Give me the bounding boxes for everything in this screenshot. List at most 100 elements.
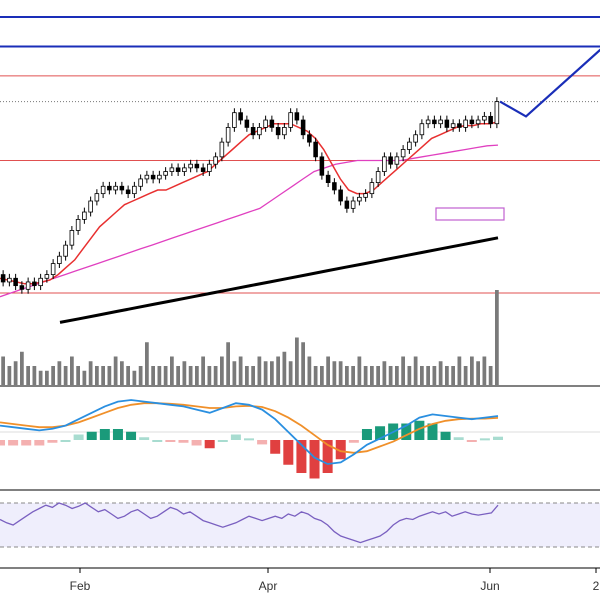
candle-body	[469, 119, 475, 125]
candle-body	[232, 112, 237, 128]
x-tick-label: 2	[593, 579, 600, 593]
volume-bar	[170, 356, 174, 385]
candle-body	[413, 134, 418, 143]
candle-body	[88, 200, 93, 213]
volume-bar	[345, 366, 349, 385]
volume-bar	[413, 356, 418, 385]
candle-body	[13, 277, 18, 287]
candle-body	[369, 182, 375, 195]
macd-histogram-bar	[178, 440, 189, 443]
volume-bar	[82, 370, 87, 385]
volume-bar	[245, 366, 249, 385]
volume-bar	[276, 356, 280, 385]
volume-bar	[476, 361, 480, 385]
candle-body	[157, 174, 162, 180]
candle-body	[294, 112, 300, 121]
candle-body	[0, 274, 6, 283]
macd-histogram-bar	[296, 440, 307, 473]
macd-histogram-bar	[309, 440, 320, 479]
rsi-panel	[0, 502, 600, 548]
candle-body	[332, 182, 337, 191]
candle-body	[244, 119, 250, 128]
volume-bar	[226, 342, 230, 385]
volume-bar	[313, 366, 318, 385]
volume-bar	[201, 356, 205, 385]
volume-bar	[113, 356, 118, 385]
macd-histogram-bar	[361, 429, 372, 440]
candle-body	[488, 115, 493, 125]
candle-body	[363, 193, 368, 198]
volume-bar	[495, 290, 499, 385]
volume-bar	[45, 370, 49, 385]
volume-bar	[263, 361, 268, 385]
macd-histogram-bar	[73, 434, 84, 440]
macd-histogram-bar	[493, 436, 503, 440]
candle-body	[107, 185, 112, 191]
volume-bar	[270, 361, 274, 385]
volume-bar	[357, 356, 362, 385]
volume-bar	[451, 366, 455, 385]
candle-body	[300, 119, 306, 136]
candle-body	[169, 167, 175, 172]
volume-bar	[138, 366, 143, 385]
volume-bar	[438, 361, 443, 385]
macd-histogram-bar	[99, 429, 110, 440]
volume-bar	[432, 366, 437, 385]
volume-bar	[51, 366, 55, 385]
candle-body	[32, 281, 37, 287]
volume-bar	[176, 366, 180, 385]
candle-body	[357, 196, 362, 202]
volume-bar	[395, 366, 399, 385]
rsi-line	[0, 502, 499, 544]
volume-bar	[145, 342, 149, 385]
candle-body	[44, 274, 50, 279]
candle-body	[257, 127, 262, 136]
candle-body	[75, 218, 81, 231]
candle-body	[175, 167, 181, 172]
candle-body	[138, 178, 143, 187]
volume-bar	[401, 356, 405, 385]
volume-bar	[76, 366, 80, 385]
volume-bar	[126, 366, 130, 385]
volume-bar	[151, 366, 155, 385]
candle-body	[219, 141, 225, 158]
volume-bar	[107, 366, 112, 385]
projection-line	[499, 48, 600, 118]
macd-histogram	[0, 420, 503, 479]
candle-body	[400, 149, 406, 158]
volume-bar	[232, 361, 237, 385]
candle-body	[338, 189, 343, 202]
ma-short-line	[0, 121, 499, 285]
macd-histogram-bar	[139, 437, 150, 440]
volume-bar	[370, 366, 374, 385]
volume-bar	[63, 366, 68, 385]
volume-bar	[70, 356, 74, 385]
candle-body	[282, 127, 287, 136]
volume-bar	[38, 370, 43, 385]
volume-bar	[470, 356, 474, 385]
volume-bar	[238, 356, 243, 385]
volume-bar	[388, 366, 393, 385]
macd-histogram-bar	[165, 440, 176, 442]
x-tick-label: Apr	[259, 579, 278, 593]
macd-histogram-bar	[47, 440, 58, 443]
macd-histogram-bar	[322, 440, 333, 473]
macd-histogram-bar	[0, 440, 5, 446]
volume-bar	[326, 356, 330, 385]
volume-bar	[282, 351, 287, 385]
macd-histogram-bar	[191, 440, 202, 446]
candle-body	[250, 127, 256, 136]
macd-histogram-bar	[86, 431, 97, 440]
volume-bars	[1, 290, 499, 385]
volume-bar	[213, 366, 218, 385]
ma-mid-line	[0, 144, 499, 298]
candle-body	[463, 119, 468, 128]
macd-histogram-bar	[440, 431, 451, 440]
volume-bar	[188, 366, 193, 385]
candle-body	[307, 134, 312, 143]
volume-bar	[95, 366, 99, 385]
rsi-band	[0, 503, 600, 547]
macd-histogram-bar	[8, 440, 19, 446]
candle-body	[482, 115, 487, 121]
volume-bar	[295, 337, 299, 385]
